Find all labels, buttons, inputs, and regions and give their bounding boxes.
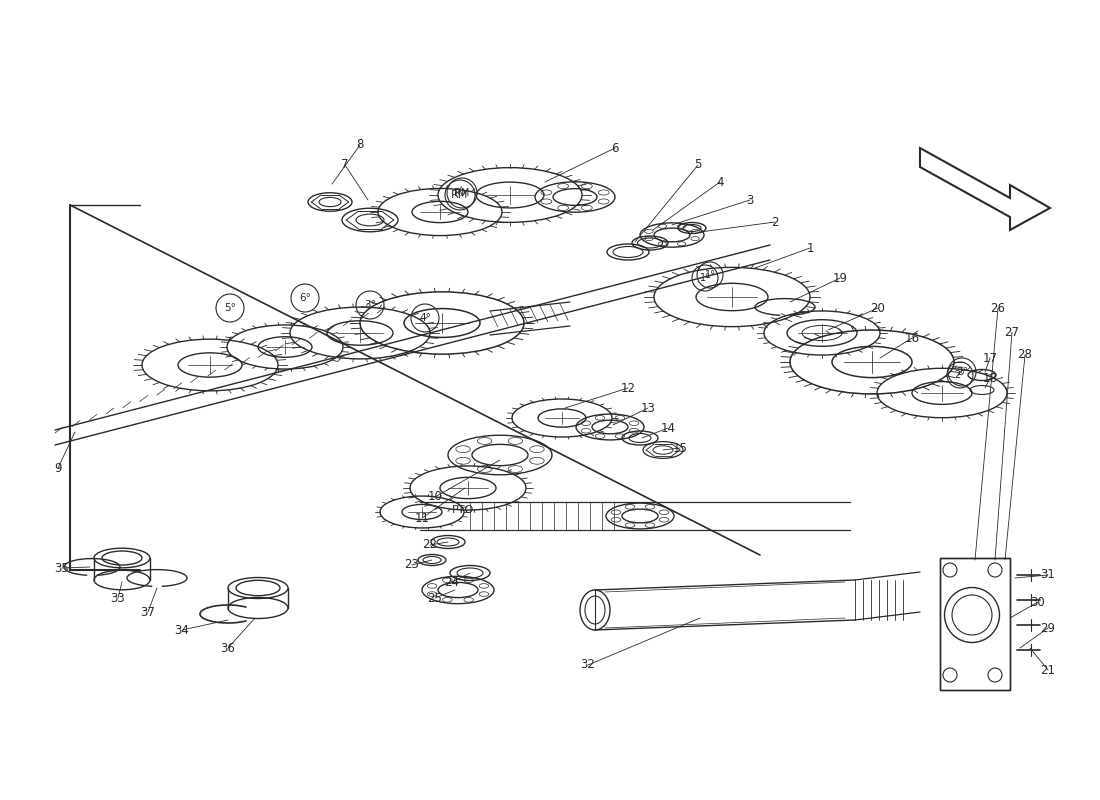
Text: 36: 36 bbox=[221, 642, 235, 654]
Text: 17: 17 bbox=[982, 351, 998, 365]
Text: 35: 35 bbox=[55, 562, 69, 574]
Text: 3: 3 bbox=[746, 194, 754, 206]
Text: 9: 9 bbox=[54, 462, 62, 474]
Text: RM: RM bbox=[454, 188, 470, 198]
Text: 11: 11 bbox=[415, 511, 429, 525]
Text: PTO: PTO bbox=[452, 505, 474, 515]
Text: 4: 4 bbox=[716, 175, 724, 189]
Text: 13: 13 bbox=[640, 402, 656, 414]
Text: 3°: 3° bbox=[364, 300, 376, 310]
Text: 16: 16 bbox=[904, 331, 920, 345]
Text: 21: 21 bbox=[1041, 663, 1056, 677]
Text: 15: 15 bbox=[672, 442, 688, 454]
Text: 1°: 1° bbox=[700, 273, 711, 283]
Text: 33: 33 bbox=[111, 591, 125, 605]
Text: 12: 12 bbox=[620, 382, 636, 394]
Text: 19: 19 bbox=[833, 271, 847, 285]
Text: 2°: 2° bbox=[956, 367, 968, 377]
Polygon shape bbox=[920, 148, 1050, 230]
Text: 5: 5 bbox=[694, 158, 702, 171]
Text: 28: 28 bbox=[1018, 349, 1033, 362]
Text: 10: 10 bbox=[428, 490, 442, 503]
Text: 37: 37 bbox=[141, 606, 155, 618]
Text: 7: 7 bbox=[341, 158, 349, 171]
Text: 27: 27 bbox=[1004, 326, 1020, 338]
Text: 29: 29 bbox=[1041, 622, 1056, 634]
Text: 30: 30 bbox=[1031, 595, 1045, 609]
Text: 20: 20 bbox=[870, 302, 886, 314]
Text: 5°: 5° bbox=[224, 303, 235, 313]
Text: 1: 1 bbox=[806, 242, 814, 254]
Text: 1°: 1° bbox=[705, 270, 715, 280]
Text: 2: 2 bbox=[771, 215, 779, 229]
Text: RM: RM bbox=[451, 190, 469, 200]
Text: 23: 23 bbox=[405, 558, 419, 571]
Text: 31: 31 bbox=[1041, 569, 1055, 582]
Text: 22: 22 bbox=[422, 538, 438, 551]
Text: 32: 32 bbox=[581, 658, 595, 671]
Text: 34: 34 bbox=[175, 623, 189, 637]
Text: 14: 14 bbox=[660, 422, 675, 434]
Text: 26: 26 bbox=[990, 302, 1005, 314]
Text: 24: 24 bbox=[444, 575, 460, 589]
Text: 8: 8 bbox=[356, 138, 364, 151]
Text: 18: 18 bbox=[982, 371, 998, 385]
Text: 6: 6 bbox=[612, 142, 618, 154]
Text: 4°: 4° bbox=[419, 313, 431, 323]
Text: 25: 25 bbox=[428, 591, 442, 605]
Text: 2°: 2° bbox=[955, 370, 966, 380]
Text: 6°: 6° bbox=[299, 293, 311, 303]
